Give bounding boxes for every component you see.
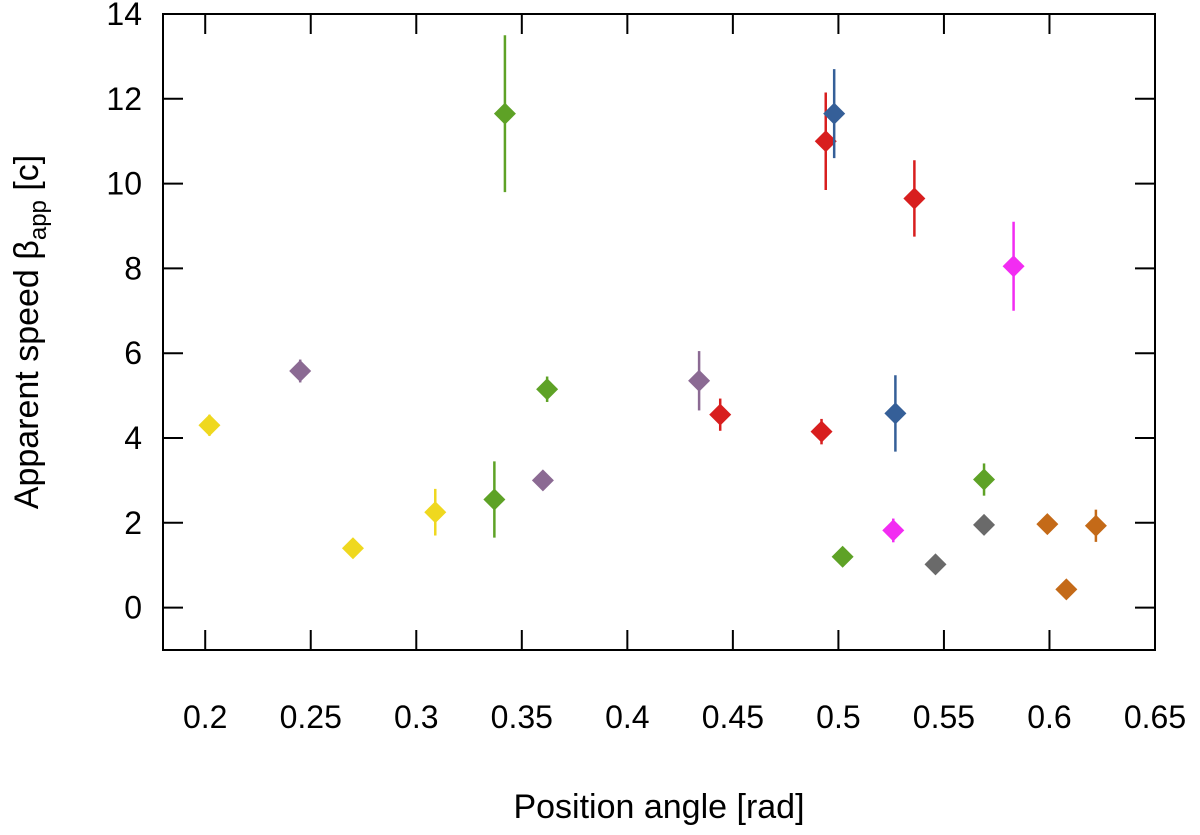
y-tick-label: 0 <box>124 590 142 626</box>
x-tick-label: 0.25 <box>280 699 342 735</box>
data-point-yellow <box>424 501 447 524</box>
data-point-blue <box>823 102 846 125</box>
data-point-magenta <box>1002 255 1025 278</box>
y-tick-label: 4 <box>124 420 142 456</box>
plot-frame <box>162 13 1156 651</box>
x-tick-label: 0.5 <box>816 699 860 735</box>
y-tick-label: 12 <box>106 81 142 117</box>
data-point-gray <box>973 513 996 536</box>
data-point-yellow <box>198 414 221 437</box>
data-point-magenta <box>882 519 905 542</box>
data-point-blue <box>884 402 907 425</box>
x-tick-label: 0.3 <box>394 699 438 735</box>
data-point-purple <box>688 369 711 392</box>
data-point-green <box>973 468 996 491</box>
data-point-red <box>903 187 926 210</box>
y-axis-title-unit: [c] <box>8 155 46 200</box>
x-tick-label: 0.2 <box>183 699 227 735</box>
data-point-purple <box>289 360 312 383</box>
data-point-yellow <box>341 537 364 560</box>
x-tick-label: 0.65 <box>1124 699 1186 735</box>
data-point-purple <box>531 469 554 492</box>
y-tick-label: 8 <box>124 250 142 286</box>
x-tick-label: 0.45 <box>702 699 764 735</box>
y-tick-label: 14 <box>106 0 142 32</box>
x-tick-label: 0.35 <box>491 699 553 735</box>
data-point-green <box>493 102 516 125</box>
data-point-orange <box>1055 578 1078 601</box>
x-axis-title: Position angle [rad] <box>513 788 804 826</box>
y-axis-title-main: Apparent speed β <box>8 240 46 509</box>
data-point-green <box>483 488 506 511</box>
y-axis-title: Apparent speed βapp [c] <box>8 155 52 509</box>
x-tick-label: 0.55 <box>913 699 975 735</box>
data-point-red <box>810 420 833 443</box>
data-point-red <box>709 403 732 426</box>
data-points <box>198 35 1107 601</box>
data-point-orange <box>1036 513 1059 536</box>
x-tick-label: 0.4 <box>605 699 649 735</box>
data-point-gray <box>924 553 947 576</box>
data-point-green <box>831 545 854 568</box>
data-point-green <box>536 378 559 401</box>
axis-ticks <box>163 13 1156 650</box>
x-tick-label: 0.6 <box>1027 699 1071 735</box>
y-tick-label: 2 <box>124 505 142 541</box>
data-point-red <box>814 130 837 153</box>
y-tick-label: 10 <box>106 166 142 202</box>
data-point-orange <box>1084 514 1107 537</box>
y-axis-title-subscript: app <box>25 200 52 240</box>
y-tick-label: 6 <box>124 335 142 371</box>
tick-labels: 0.2 0.25 0.3 0.35 0.4 0.45 0.5 0.55 0.6 0.65 0 2 4 6 8… <box>106 0 1186 735</box>
